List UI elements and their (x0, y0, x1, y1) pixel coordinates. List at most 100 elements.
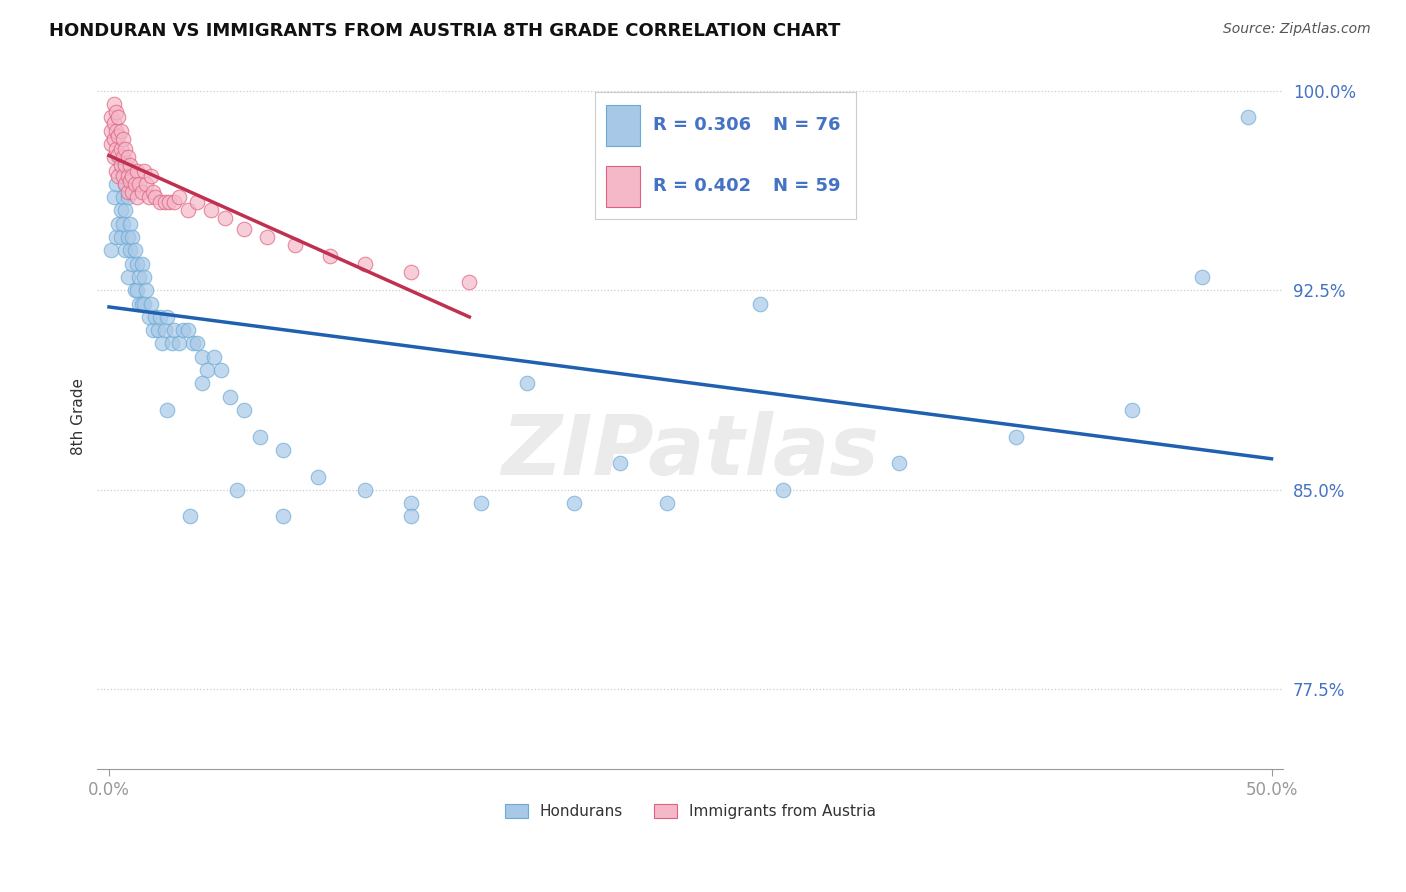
Point (121, 169, 143, 183)
Point (131, 185, 153, 199)
Point (100, 136, 122, 151)
Point (163, 323, 186, 337)
Point (186, 336, 208, 351)
Text: Source: ZipAtlas.com: Source: ZipAtlas.com (1223, 22, 1371, 37)
Point (111, 131, 134, 145)
Point (179, 509, 201, 524)
Point (149, 310, 172, 324)
Point (103, 115, 125, 129)
Point (139, 296, 162, 310)
Point (159, 195, 181, 210)
Point (156, 403, 179, 417)
Point (749, 296, 772, 310)
Point (163, 195, 186, 210)
Point (111, 190, 134, 204)
Point (100, 110, 122, 124)
Point (118, 174, 141, 188)
Point (195, 363, 218, 377)
Point (124, 283, 146, 297)
Point (107, 147, 129, 161)
Point (117, 169, 139, 183)
Point (104, 142, 127, 156)
Point (214, 211, 236, 226)
Point (160, 336, 183, 351)
Text: HONDURAN VS IMMIGRANTS FROM AUSTRIA 8TH GRADE CORRELATION CHART: HONDURAN VS IMMIGRANTS FROM AUSTRIA 8TH … (49, 22, 841, 40)
Point (107, 128, 129, 143)
Point (458, 275, 481, 289)
Point (146, 323, 169, 337)
Point (100, 123, 122, 137)
Point (284, 238, 307, 252)
Point (132, 163, 155, 178)
Point (118, 244, 141, 258)
Point (516, 376, 538, 391)
Point (772, 483, 794, 497)
Point (110, 142, 132, 156)
Point (138, 190, 160, 204)
Point (111, 169, 134, 183)
Point (177, 203, 200, 218)
Point (125, 257, 148, 271)
Point (200, 203, 222, 218)
Point (114, 142, 136, 156)
Point (1237, 110, 1260, 124)
Point (110, 163, 132, 178)
Point (145, 190, 167, 204)
Point (107, 110, 129, 124)
Point (107, 150, 129, 164)
Point (114, 244, 136, 258)
Point (172, 323, 194, 337)
Point (110, 203, 132, 218)
Point (562, 496, 585, 510)
Point (470, 496, 492, 510)
Point (399, 496, 422, 510)
Point (121, 185, 143, 199)
Point (186, 195, 208, 210)
Point (142, 185, 165, 199)
Point (153, 323, 176, 337)
Y-axis label: 8th Grade: 8th Grade (72, 378, 86, 455)
Point (117, 150, 139, 164)
Point (1004, 430, 1026, 444)
Point (104, 123, 127, 137)
Point (232, 403, 254, 417)
Point (110, 123, 132, 137)
Point (138, 310, 160, 324)
Point (353, 257, 375, 271)
Point (319, 249, 342, 263)
Point (117, 269, 139, 284)
Point (121, 257, 143, 271)
Point (117, 190, 139, 204)
Point (307, 469, 329, 483)
Point (132, 296, 155, 310)
Point (135, 283, 157, 297)
Point (149, 195, 172, 210)
Point (103, 190, 125, 204)
Point (273, 442, 295, 457)
Point (118, 158, 141, 172)
Point (152, 336, 174, 351)
Point (167, 190, 190, 204)
Point (191, 350, 214, 364)
Point (399, 265, 422, 279)
Point (1121, 403, 1143, 417)
Point (145, 310, 167, 324)
Point (124, 244, 146, 258)
Point (225, 483, 247, 497)
Point (111, 217, 134, 231)
Point (128, 296, 150, 310)
Point (121, 230, 143, 244)
Point (110, 158, 132, 172)
Legend: Hondurans, Immigrants from Austria: Hondurans, Immigrants from Austria (499, 797, 882, 825)
Point (104, 177, 127, 191)
Point (139, 169, 162, 183)
Point (135, 177, 157, 191)
Point (125, 283, 148, 297)
Point (655, 496, 678, 510)
Point (103, 97, 125, 112)
Point (114, 177, 136, 191)
Point (256, 230, 278, 244)
Point (104, 105, 127, 120)
Point (209, 363, 232, 377)
Point (103, 131, 125, 145)
